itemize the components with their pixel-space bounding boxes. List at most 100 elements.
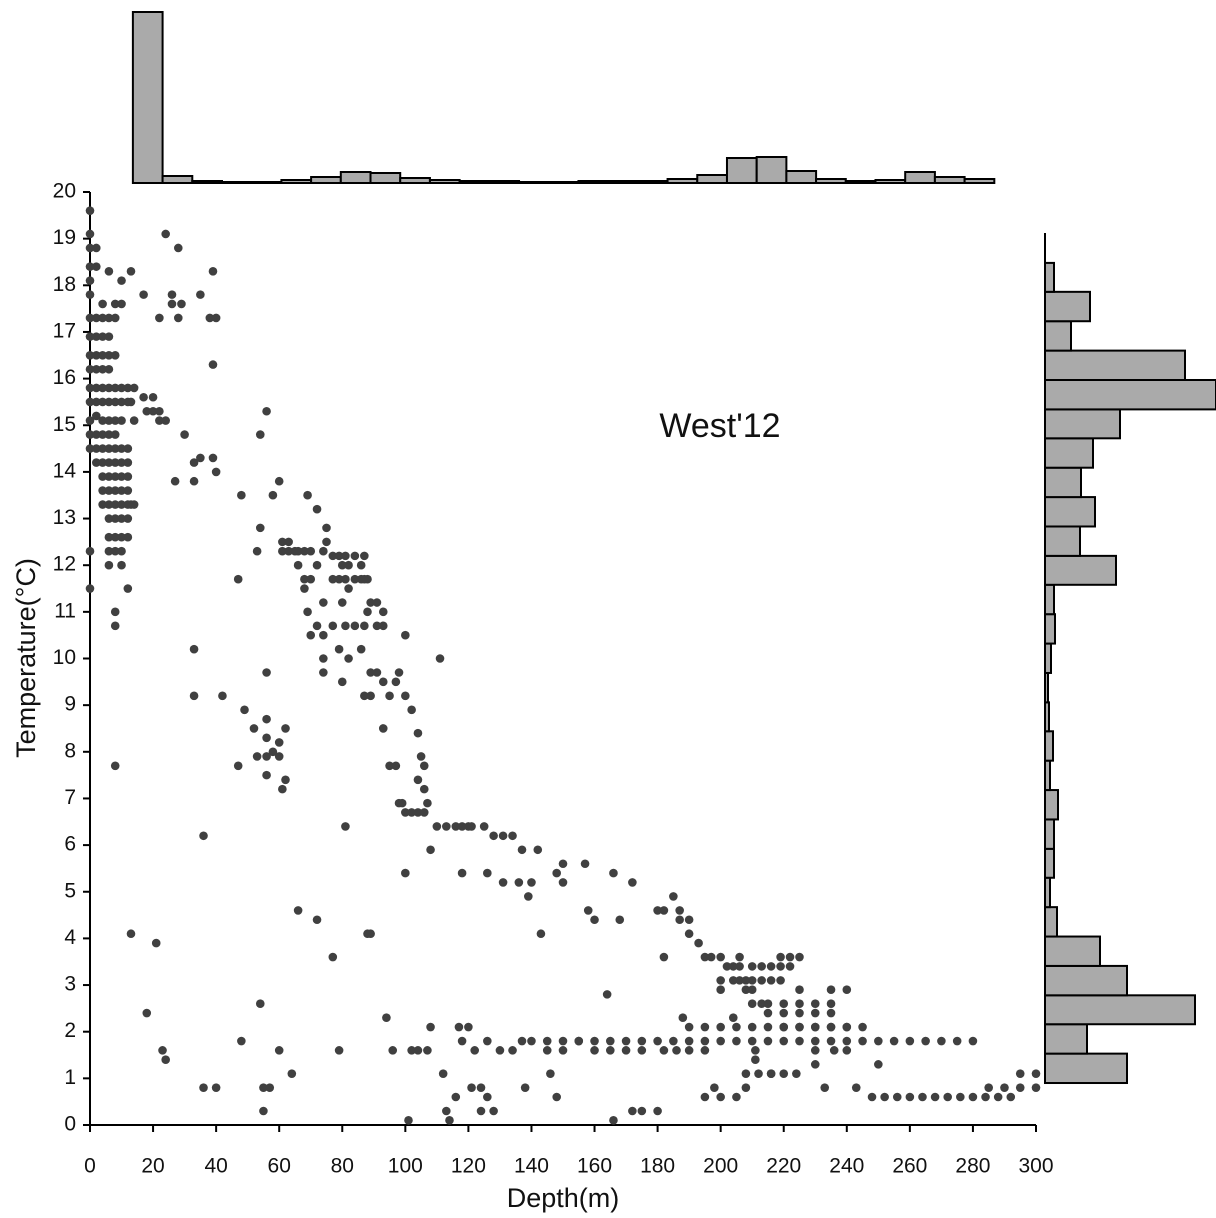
y-axis-title: Temperature(°C) [11,558,41,758]
point [826,999,836,1009]
point [155,416,164,425]
point [233,761,243,771]
point [826,985,836,995]
histogram-bar [1044,964,1128,997]
point [337,560,347,570]
point [700,1022,710,1032]
point [274,738,284,747]
point [517,1036,527,1046]
point [98,472,107,481]
point [255,430,265,439]
histogram-bar [1044,613,1056,645]
histogram-bar [1044,261,1055,293]
point [653,1106,662,1116]
point [344,584,353,593]
point [237,490,246,500]
point [892,1092,902,1102]
point [85,546,95,556]
point [495,1046,505,1055]
point [328,952,338,962]
x-tick-label: 260 [892,1155,927,1178]
point [240,705,249,715]
point [653,1036,662,1046]
histogram-bar [1044,496,1096,528]
x-tick-label: 60 [268,1155,291,1178]
point [710,1083,719,1092]
point [104,560,114,570]
point [158,1046,167,1055]
histogram-bar [725,157,758,184]
point [341,822,350,831]
point [483,1036,492,1046]
point [211,1083,221,1092]
point [208,360,218,369]
point [397,798,407,808]
point [867,1092,877,1102]
point [889,1036,899,1046]
point [810,1022,820,1032]
point [274,1046,284,1055]
y-tick-label: 9 [64,693,76,716]
point [92,262,101,271]
point [590,1046,599,1055]
point [104,332,114,341]
point [366,668,375,677]
y-tick-label: 16 [53,366,76,389]
point [763,1036,773,1046]
y-tick-label: 11 [54,599,76,622]
point [110,313,120,323]
point [126,397,136,407]
point [1015,1083,1025,1092]
point [874,1060,883,1069]
point [117,416,126,425]
point [98,430,107,439]
point [85,383,95,393]
point [407,808,416,817]
point [391,761,401,771]
point [300,574,309,584]
point [779,1069,789,1078]
point [792,1069,801,1078]
point [85,243,95,253]
histogram-bar [1044,408,1121,440]
point [123,383,133,393]
point [810,1036,820,1046]
point [684,915,694,925]
point [344,560,353,570]
point [716,1036,725,1046]
point [659,952,669,962]
point [426,1022,435,1032]
histogram-bar [755,156,788,184]
point [123,584,133,593]
y-tick-label: 13 [53,506,76,529]
point [196,453,205,463]
point [306,574,316,584]
y-tick-label: 19 [53,226,76,249]
x-tick-label: 300 [1018,1155,1053,1178]
y-tick-label: 1 [64,1066,76,1089]
x-tick-label: 200 [703,1155,738,1178]
x-tick-label: 240 [829,1155,864,1178]
point [110,444,120,453]
point [716,1022,725,1032]
point [322,523,331,533]
point [776,976,785,985]
point [716,1092,725,1102]
point [98,397,107,407]
point [747,1036,757,1046]
point [328,551,338,561]
point [104,350,114,360]
point [558,859,568,869]
point [716,985,725,995]
point [110,761,120,771]
point [104,472,114,481]
histogram-bar [1044,994,1196,1026]
point [117,486,126,495]
point [372,668,382,677]
point [498,831,508,841]
point [92,411,101,421]
point [1031,1069,1041,1078]
point [606,1046,615,1055]
point [252,546,262,556]
x-tick-label: 160 [577,1155,612,1178]
